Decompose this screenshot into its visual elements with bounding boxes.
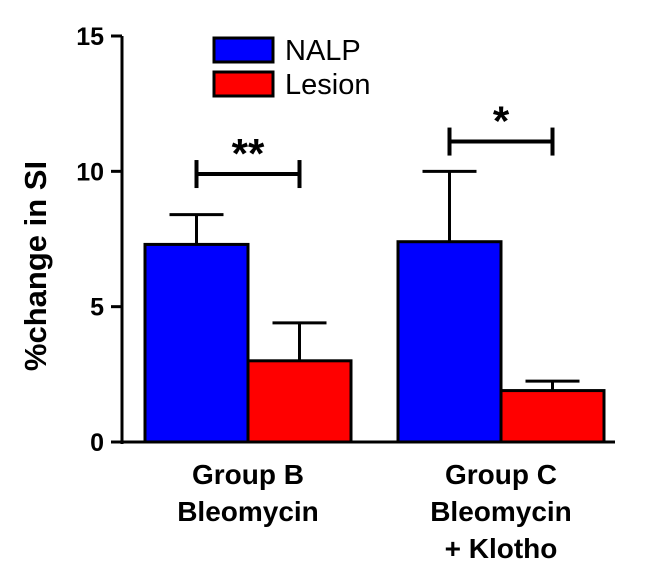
legend-swatch-lesion (212, 70, 275, 98)
category-label-2-line-2: Bleomycin (430, 496, 572, 527)
significance-label-2: * (493, 98, 510, 145)
category-label-2-line-1: Group C (445, 459, 557, 490)
y-axis-label: %change in SI (18, 161, 53, 371)
y-tick-label-15: 15 (76, 23, 104, 51)
bar-lesion-2 (499, 389, 606, 444)
category-label-2-line-3: + Klotho (445, 533, 558, 564)
legend-label-nalp: NALP (285, 35, 361, 67)
category-label-1-line-1: Group B (192, 459, 304, 490)
bar-nalp-1 (143, 242, 250, 444)
y-tick-label-10: 10 (76, 158, 104, 186)
y-tick-label-0: 0 (90, 429, 104, 457)
legend-swatch-nalp (212, 36, 275, 64)
bar-nalp-2 (396, 240, 503, 444)
category-label-1-line-2: Bleomycin (177, 496, 319, 527)
y-tick-label-5: 5 (90, 294, 104, 322)
legend-label-lesion: Lesion (285, 69, 370, 101)
significance-label-1: ** (232, 130, 265, 177)
bar-lesion-1 (246, 359, 353, 444)
